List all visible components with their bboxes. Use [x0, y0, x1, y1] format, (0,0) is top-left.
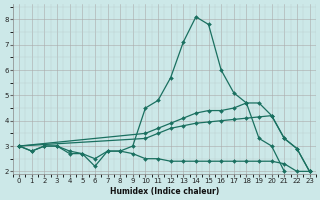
X-axis label: Humidex (Indice chaleur): Humidex (Indice chaleur): [110, 187, 219, 196]
